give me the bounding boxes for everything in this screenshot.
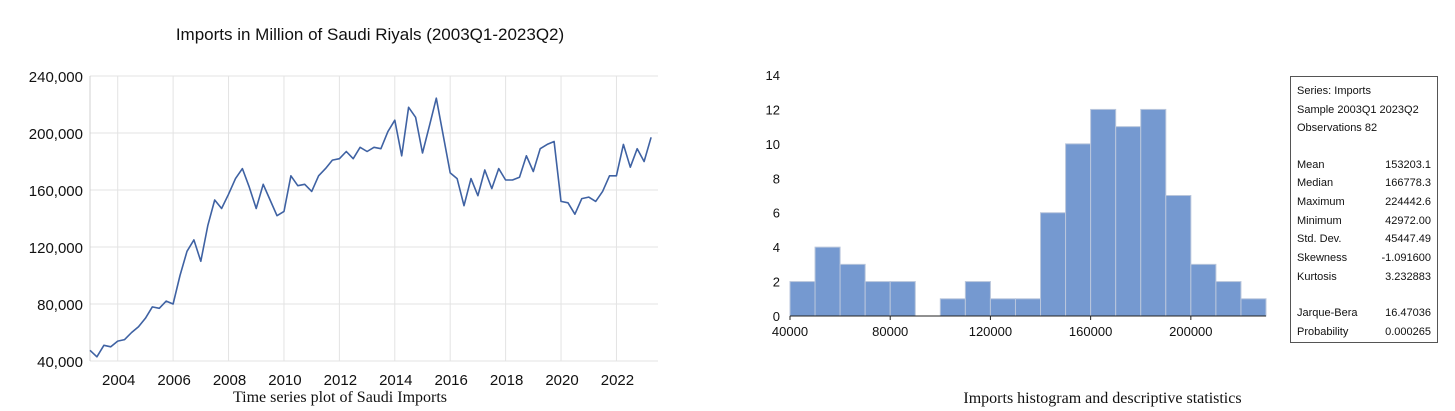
stats-row: Median 166778.3	[1297, 174, 1431, 193]
histogram-bar	[1065, 143, 1092, 317]
stats-value: -1.091600	[1381, 252, 1431, 265]
stats-value: 16.47036	[1385, 307, 1431, 320]
stats-label: Minimum	[1297, 214, 1342, 227]
stats-row: Probability 0.000265	[1297, 323, 1431, 342]
x-tick-label: 2004	[102, 372, 135, 389]
histogram-bar	[1090, 108, 1117, 317]
y-tick-label: 40,000	[37, 354, 83, 371]
stats-label: Maximum	[1297, 195, 1345, 208]
x-axis-ticks: 40000 80000 120000 160000 200000	[772, 316, 1213, 339]
chart-title: Imports in Million of Saudi Riyals (2003…	[176, 25, 564, 44]
x-tick-label: 2022	[601, 372, 634, 389]
stats-label: Probability	[1297, 326, 1349, 339]
histogram-caption: Imports histogram and descriptive statis…	[963, 390, 1242, 407]
x-tick-label: 200000	[1169, 324, 1212, 339]
x-tick-label: 2008	[213, 372, 246, 389]
histogram-bar	[814, 246, 841, 317]
y-axis-ticks: 40,000 80,000 120,000 160,000 200,000 240,000	[29, 69, 83, 371]
histogram-bars	[789, 108, 1267, 317]
y-tick-label: 14	[766, 68, 780, 83]
stats-value: 153203.1	[1385, 158, 1431, 171]
histogram-bar	[1190, 263, 1217, 317]
x-tick-label: 2010	[268, 372, 301, 389]
y-tick-label: 8	[773, 171, 780, 186]
histogram-bar	[1040, 212, 1067, 317]
stats-rows: Mean 153203.1 Median 166778.3 Maximum 224442.…	[1297, 156, 1431, 287]
y-tick-label: 6	[773, 206, 780, 221]
y-tick-label: 200,000	[29, 126, 83, 143]
stats-label: Std. Dev.	[1297, 233, 1342, 246]
stats-row: Minimum 42972.00	[1297, 212, 1431, 231]
stats-label: Skewness	[1297, 252, 1348, 265]
stats-label: Median	[1297, 177, 1334, 190]
x-tick-label: 2016	[435, 372, 468, 389]
stats-sample: Sample 2003Q1 2023Q2	[1297, 103, 1419, 116]
stats-value: 0.000265	[1385, 326, 1431, 339]
stats-label: Jarque-Bera	[1297, 307, 1358, 320]
stats-row: Skewness -1.091600	[1297, 249, 1431, 268]
y-tick-label: 4	[773, 240, 780, 255]
y-tick-label: 120,000	[29, 240, 83, 257]
stats-value: 42972.00	[1385, 214, 1431, 227]
stats-row: Kurtosis 3.232883	[1297, 268, 1431, 287]
histogram-bar	[939, 298, 966, 317]
stats-test-rows: Jarque-Bera 16.47036 Probability 0.000265	[1297, 304, 1431, 341]
stats-value: 3.232883	[1385, 270, 1431, 283]
histogram-bar	[1165, 195, 1192, 317]
histogram-bar	[1115, 126, 1142, 317]
histogram-bar	[1240, 298, 1267, 317]
stats-series: Series: Imports	[1297, 85, 1371, 97]
histogram-bar	[839, 263, 866, 317]
stats-value: 45447.49	[1385, 233, 1431, 246]
x-tick-label: 2006	[157, 372, 190, 389]
y-tick-label: 240,000	[29, 69, 83, 86]
x-tick-label: 2014	[379, 372, 412, 389]
stats-label: Mean	[1297, 158, 1325, 171]
histogram-bar	[1215, 281, 1242, 317]
y-tick-label: 10	[766, 137, 780, 152]
time-series-chart: Imports in Million of Saudi Riyals (2003…	[29, 25, 658, 389]
stats-row: Std. Dev. 45447.49	[1297, 230, 1431, 249]
histogram-bar	[1140, 108, 1167, 317]
stats-label: Kurtosis	[1297, 270, 1337, 283]
x-tick-label: 40000	[772, 324, 808, 339]
histogram-bar	[1014, 298, 1042, 317]
stats-value: 166778.3	[1385, 177, 1431, 190]
y-axis-ticks: 0 2 4 6 8 10 12 14	[766, 68, 780, 324]
stats-row: Mean 153203.1	[1297, 156, 1431, 175]
histogram-bar	[964, 281, 991, 317]
x-tick-label: 80000	[872, 324, 908, 339]
stats-row: Jarque-Bera 16.47036	[1297, 304, 1431, 323]
stats-observations: Observations 82	[1297, 122, 1378, 134]
stats-row: Maximum 224442.6	[1297, 193, 1431, 212]
histogram-chart: 0 2 4 6 8 10 12 14 40000 80000 120000 160000 200000	[766, 68, 1267, 339]
histogram-bar	[864, 281, 891, 317]
time-series-caption: Time series plot of Saudi Imports	[232, 389, 448, 406]
histogram-bar	[889, 281, 916, 317]
histogram-bar	[789, 281, 816, 317]
y-tick-label: 2	[773, 275, 780, 290]
y-tick-label: 160,000	[29, 183, 83, 200]
x-tick-label: 160000	[1069, 324, 1112, 339]
grid-lines	[89, 75, 658, 362]
series-line-imports	[89, 97, 652, 358]
x-tick-label: 2020	[545, 372, 578, 389]
histogram-bar	[989, 298, 1016, 317]
x-tick-label: 2012	[324, 372, 357, 389]
x-axis-ticks: 2004 2006 2008 2010 2012 2014 2016 2018 2020 2022	[102, 372, 634, 389]
series-imports	[89, 97, 652, 358]
y-tick-label: 80,000	[37, 297, 83, 314]
y-tick-label: 0	[773, 309, 780, 324]
descriptive-statistics-box: Series: Imports Sample 2003Q1 2023Q2 Obs…	[1290, 76, 1438, 343]
x-tick-label: 2018	[490, 372, 523, 389]
stats-value: 224442.6	[1385, 195, 1431, 208]
x-tick-label: 120000	[969, 324, 1012, 339]
y-tick-label: 12	[766, 102, 780, 117]
